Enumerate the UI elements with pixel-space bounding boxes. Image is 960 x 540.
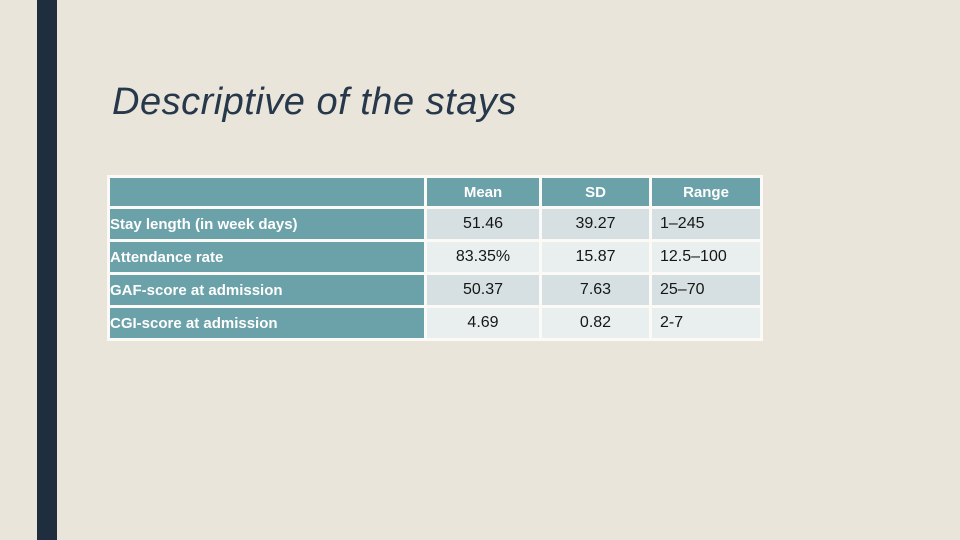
cell-sd: 0.82 — [542, 308, 649, 338]
cell-sd: 15.87 — [542, 242, 649, 272]
table-row-cgi-score: CGI-score at admission 4.69 0.82 2-7 — [110, 308, 760, 338]
table-row-stay-length: Stay length (in week days) 51.46 39.27 1… — [110, 209, 760, 239]
table-header-row: Mean SD Range — [110, 178, 760, 206]
cell-mean: 50.37 — [427, 275, 539, 305]
corner-cell — [110, 178, 424, 206]
cell-sd: 7.63 — [542, 275, 649, 305]
cell-mean: 4.69 — [427, 308, 539, 338]
col-header-sd: SD — [542, 178, 649, 206]
cell-range: 12.5–100 — [652, 242, 760, 272]
row-label: GAF-score at admission — [110, 275, 424, 305]
col-header-mean: Mean — [427, 178, 539, 206]
row-label: Attendance rate — [110, 242, 424, 272]
cell-sd: 39.27 — [542, 209, 649, 239]
cell-range: 2-7 — [652, 308, 760, 338]
table-row-attendance-rate: Attendance rate 83.35% 15.87 12.5–100 — [110, 242, 760, 272]
left-accent-bar — [37, 0, 57, 540]
table-row-gaf-score: GAF-score at admission 50.37 7.63 25–70 — [110, 275, 760, 305]
slide-title: Descriptive of the stays — [112, 81, 517, 124]
cell-mean: 83.35% — [427, 242, 539, 272]
col-header-range: Range — [652, 178, 760, 206]
cell-mean: 51.46 — [427, 209, 539, 239]
cell-range: 1–245 — [652, 209, 760, 239]
cell-range: 25–70 — [652, 275, 760, 305]
row-label: Stay length (in week days) — [110, 209, 424, 239]
descriptive-stats-table: Mean SD Range Stay length (in week days)… — [107, 175, 763, 341]
row-label: CGI-score at admission — [110, 308, 424, 338]
